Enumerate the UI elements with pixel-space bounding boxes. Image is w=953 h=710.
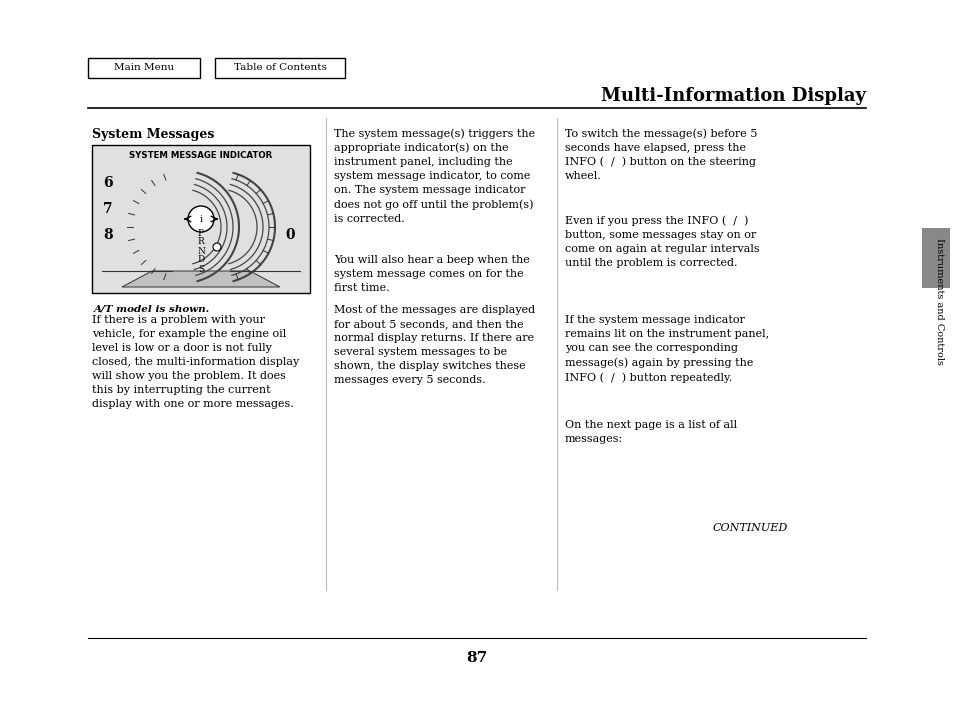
Text: Most of the messages are displayed
for about 5 seconds, and then the
normal disp: Most of the messages are displayed for a… [334,305,535,385]
Text: S: S [197,265,204,273]
Text: To switch the message(s) before 5
seconds have elapsed, press the
INFO (  /  ) b: To switch the message(s) before 5 second… [564,128,757,182]
FancyBboxPatch shape [921,228,949,288]
Text: Table of Contents: Table of Contents [233,63,326,72]
Text: You will also hear a beep when the
system message comes on for the
first time.: You will also hear a beep when the syste… [334,255,529,293]
Text: CONTINUED: CONTINUED [712,523,787,533]
Text: If the system message indicator
remains lit on the instrument panel,
you can see: If the system message indicator remains … [564,315,768,383]
Circle shape [188,206,213,232]
Text: Main Menu: Main Menu [113,63,173,72]
Text: 0: 0 [285,228,294,242]
Text: Multi-Information Display: Multi-Information Display [600,87,865,105]
Text: N: N [197,246,205,256]
FancyBboxPatch shape [88,58,200,78]
FancyBboxPatch shape [91,145,310,293]
Text: System Messages: System Messages [91,128,214,141]
Text: SYSTEM MESSAGE INDICATOR: SYSTEM MESSAGE INDICATOR [130,151,273,160]
Circle shape [213,243,221,251]
Text: A/T model is shown.: A/T model is shown. [94,305,210,314]
Text: P: P [197,229,204,238]
Polygon shape [122,271,280,287]
Text: 6: 6 [103,176,112,190]
Text: i: i [199,214,202,224]
Text: 87: 87 [466,651,487,665]
Text: On the next page is a list of all
messages:: On the next page is a list of all messag… [564,420,737,444]
Text: R: R [197,238,204,246]
Text: Even if you press the INFO (  /  )
button, some messages stay on or
come on agai: Even if you press the INFO ( / ) button,… [564,215,759,268]
FancyBboxPatch shape [214,58,345,78]
Text: 8: 8 [103,228,112,242]
Text: The system message(s) triggers the
appropriate indicator(s) on the
instrument pa: The system message(s) triggers the appro… [334,128,535,224]
Text: If there is a problem with your
vehicle, for example the engine oil
level is low: If there is a problem with your vehicle,… [91,315,299,409]
Text: 7: 7 [103,202,112,216]
Text: Instruments and Controls: Instruments and Controls [935,238,943,365]
Text: D: D [197,256,204,265]
